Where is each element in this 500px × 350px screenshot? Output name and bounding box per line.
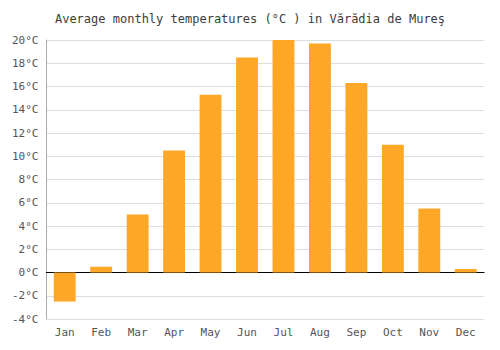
svg-text:Average monthly temperatures (: Average monthly temperatures (°C ) in Vă… xyxy=(55,12,445,26)
svg-text:Aug: Aug xyxy=(310,326,330,339)
svg-text:-2°C: -2°C xyxy=(12,289,39,302)
svg-text:Jun: Jun xyxy=(237,326,257,339)
svg-text:20°C: 20°C xyxy=(12,34,39,47)
svg-text:4°C: 4°C xyxy=(19,220,39,233)
svg-text:16°C: 16°C xyxy=(12,80,39,93)
svg-text:14°C: 14°C xyxy=(12,103,39,116)
svg-text:0°C: 0°C xyxy=(19,266,39,279)
svg-text:Oct: Oct xyxy=(383,326,403,339)
svg-text:18°C: 18°C xyxy=(12,57,39,70)
svg-text:8°C: 8°C xyxy=(19,173,39,186)
svg-text:Sep: Sep xyxy=(346,326,366,339)
svg-text:6°C: 6°C xyxy=(19,196,39,209)
svg-text:-4°C: -4°C xyxy=(12,313,39,326)
svg-text:Jan: Jan xyxy=(55,326,75,339)
svg-text:Dec: Dec xyxy=(456,326,476,339)
svg-text:May: May xyxy=(201,326,221,339)
svg-text:Apr: Apr xyxy=(164,326,184,339)
svg-text:Nov: Nov xyxy=(419,326,439,339)
svg-text:Feb: Feb xyxy=(91,326,111,339)
svg-text:10°C: 10°C xyxy=(12,150,39,163)
svg-text:Jul: Jul xyxy=(274,326,294,339)
svg-text:2°C: 2°C xyxy=(19,243,39,256)
svg-text:Mar: Mar xyxy=(128,326,148,339)
svg-text:12°C: 12°C xyxy=(12,127,39,140)
